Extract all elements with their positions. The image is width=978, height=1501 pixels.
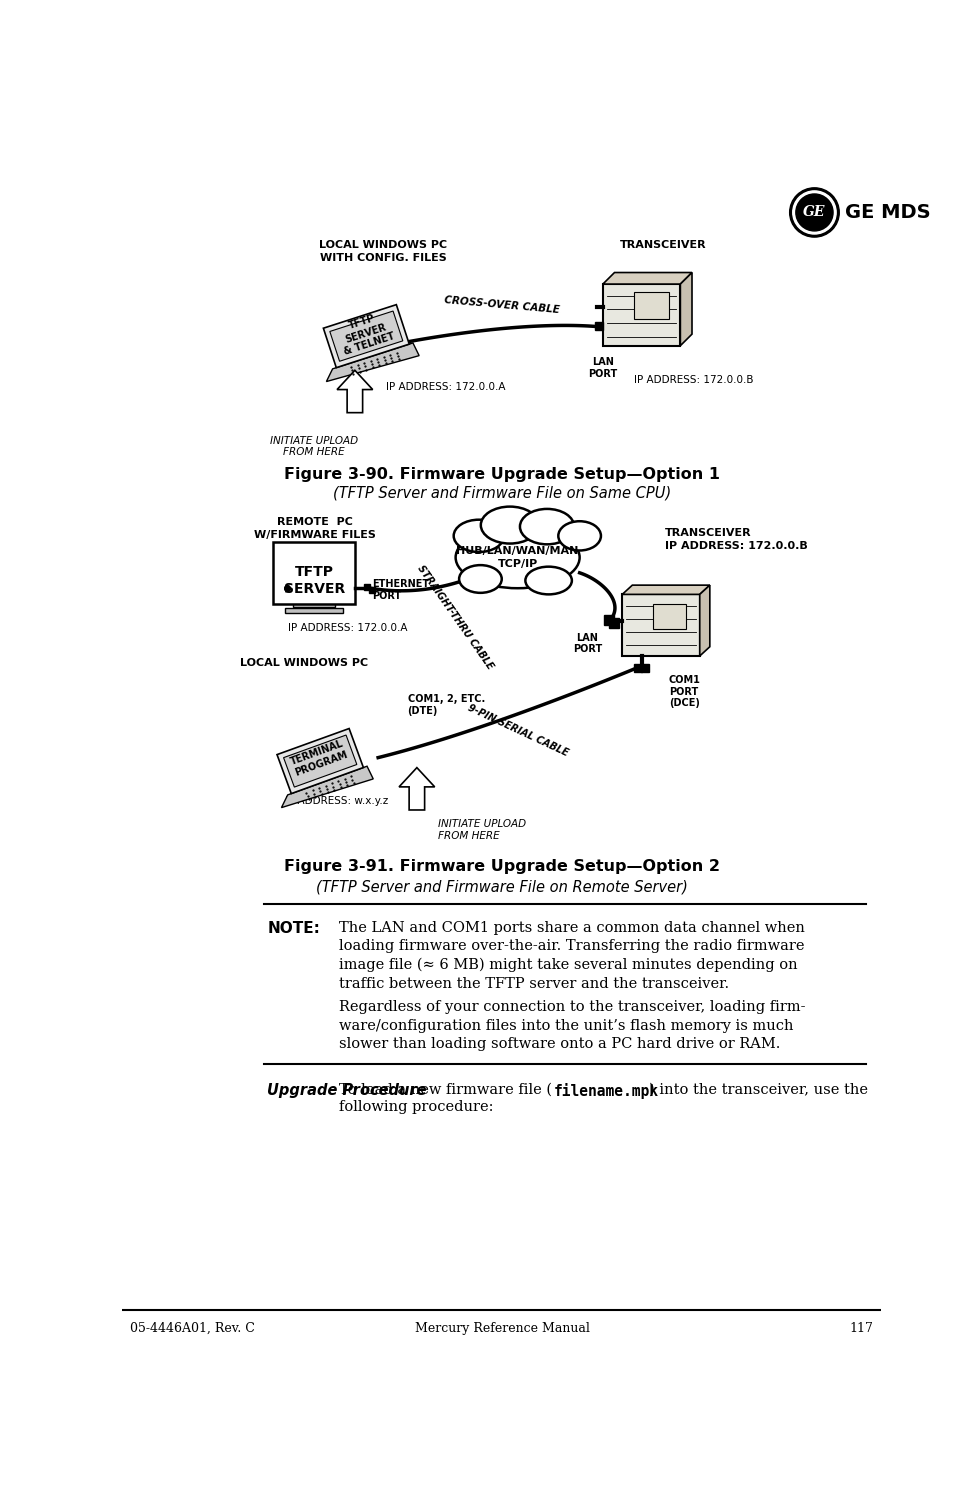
- Ellipse shape: [459, 564, 501, 593]
- Text: following procedure:: following procedure:: [339, 1100, 493, 1114]
- FancyBboxPatch shape: [633, 291, 668, 318]
- Polygon shape: [281, 766, 373, 808]
- Text: To load a new firmware file (: To load a new firmware file (: [339, 1082, 552, 1097]
- Text: 05-4446A01, Rev. C: 05-4446A01, Rev. C: [130, 1322, 254, 1334]
- Text: 117: 117: [849, 1322, 872, 1334]
- Text: TRANSCEIVER
IP ADDRESS: 172.0.0.B: TRANSCEIVER IP ADDRESS: 172.0.0.B: [664, 528, 807, 551]
- Polygon shape: [277, 728, 363, 794]
- Text: TRANSCEIVER: TRANSCEIVER: [619, 240, 706, 251]
- Circle shape: [792, 191, 835, 234]
- Text: CROSS-OVER CABLE: CROSS-OVER CABLE: [443, 294, 559, 315]
- Text: (TFTP Server and Firmware File on Remote Server): (TFTP Server and Firmware File on Remote…: [316, 880, 688, 895]
- FancyBboxPatch shape: [292, 600, 335, 608]
- Polygon shape: [699, 585, 709, 656]
- Polygon shape: [680, 273, 691, 345]
- FancyBboxPatch shape: [622, 594, 699, 656]
- Polygon shape: [326, 342, 419, 381]
- Circle shape: [789, 188, 838, 237]
- Text: LAN
PORT: LAN PORT: [588, 357, 617, 378]
- Text: filename.mpk: filename.mpk: [553, 1082, 657, 1099]
- Text: STRAIGHT-THRU CABLE: STRAIGHT-THRU CABLE: [416, 563, 495, 671]
- Text: COM1
PORT
(DCE): COM1 PORT (DCE): [668, 675, 700, 708]
- Ellipse shape: [453, 519, 504, 552]
- Text: Figure 3-91. Firmware Upgrade Setup—Option 2: Figure 3-91. Firmware Upgrade Setup—Opti…: [284, 859, 720, 874]
- FancyBboxPatch shape: [285, 608, 343, 612]
- Text: Upgrade Procedure: Upgrade Procedure: [267, 1082, 426, 1097]
- Ellipse shape: [525, 567, 571, 594]
- Text: ) into the transceiver, use the: ) into the transceiver, use the: [648, 1082, 867, 1097]
- Text: IP ADDRESS: 172.0.0.A: IP ADDRESS: 172.0.0.A: [385, 381, 505, 392]
- Text: ETHERNET
PORT: ETHERNET PORT: [372, 579, 428, 600]
- Text: GE: GE: [802, 206, 824, 219]
- Text: 9-PIN SERIAL CABLE: 9-PIN SERIAL CABLE: [466, 702, 569, 758]
- Ellipse shape: [557, 521, 600, 551]
- Text: HUB/LAN/WAN/MAN
TCP/IP: HUB/LAN/WAN/MAN TCP/IP: [456, 546, 578, 569]
- Polygon shape: [330, 311, 402, 362]
- Text: (TFTP Server and Firmware File on Same CPU): (TFTP Server and Firmware File on Same C…: [333, 485, 671, 500]
- Text: LAN
PORT: LAN PORT: [572, 633, 601, 654]
- Text: COM1, 2, ETC.
(DTE): COM1, 2, ETC. (DTE): [407, 695, 484, 716]
- Circle shape: [795, 194, 832, 231]
- Ellipse shape: [519, 509, 574, 545]
- Text: IP ADDRESS: 172.0.0.B: IP ADDRESS: 172.0.0.B: [633, 375, 753, 384]
- FancyBboxPatch shape: [602, 284, 680, 345]
- FancyBboxPatch shape: [273, 542, 354, 603]
- Text: Mercury Reference Manual: Mercury Reference Manual: [415, 1322, 589, 1334]
- Polygon shape: [399, 767, 434, 811]
- Polygon shape: [284, 735, 356, 787]
- Text: REMOTE  PC
W/FIRMWARE FILES: REMOTE PC W/FIRMWARE FILES: [253, 518, 376, 540]
- Text: TFTP
SERVER: TFTP SERVER: [284, 564, 345, 596]
- Text: Regardless of your connection to the transceiver, loading firm-
ware/configurati: Regardless of your connection to the tra…: [339, 1000, 805, 1051]
- FancyBboxPatch shape: [652, 605, 686, 629]
- Text: LOCAL WINDOWS PC: LOCAL WINDOWS PC: [241, 657, 368, 668]
- Polygon shape: [336, 371, 373, 413]
- Text: TERMINAL
PROGRAM: TERMINAL PROGRAM: [289, 738, 349, 778]
- Polygon shape: [323, 305, 409, 368]
- Polygon shape: [622, 585, 709, 594]
- Text: Figure 3-90. Firmware Upgrade Setup—Option 1: Figure 3-90. Firmware Upgrade Setup—Opti…: [284, 467, 720, 482]
- Ellipse shape: [480, 507, 538, 543]
- Text: The LAN and COM1 ports share a common data channel when
loading firmware over-th: The LAN and COM1 ports share a common da…: [339, 920, 805, 991]
- Text: TFTP
SERVER
& TELNET: TFTP SERVER & TELNET: [334, 309, 395, 357]
- Ellipse shape: [455, 527, 579, 588]
- Text: GE MDS: GE MDS: [845, 203, 930, 222]
- Text: NOTE:: NOTE:: [267, 920, 320, 935]
- Text: INITIATE UPLOAD
FROM HERE: INITIATE UPLOAD FROM HERE: [270, 435, 358, 458]
- Text: IP ADDRESS: w.x.y.z: IP ADDRESS: w.x.y.z: [285, 796, 388, 806]
- Polygon shape: [602, 273, 691, 284]
- Text: LOCAL WINDOWS PC
WITH CONFIG. FILES: LOCAL WINDOWS PC WITH CONFIG. FILES: [319, 240, 447, 263]
- Text: IP ADDRESS: 172.0.0.A: IP ADDRESS: 172.0.0.A: [288, 623, 407, 633]
- Text: INITIATE UPLOAD
FROM HERE: INITIATE UPLOAD FROM HERE: [437, 820, 525, 841]
